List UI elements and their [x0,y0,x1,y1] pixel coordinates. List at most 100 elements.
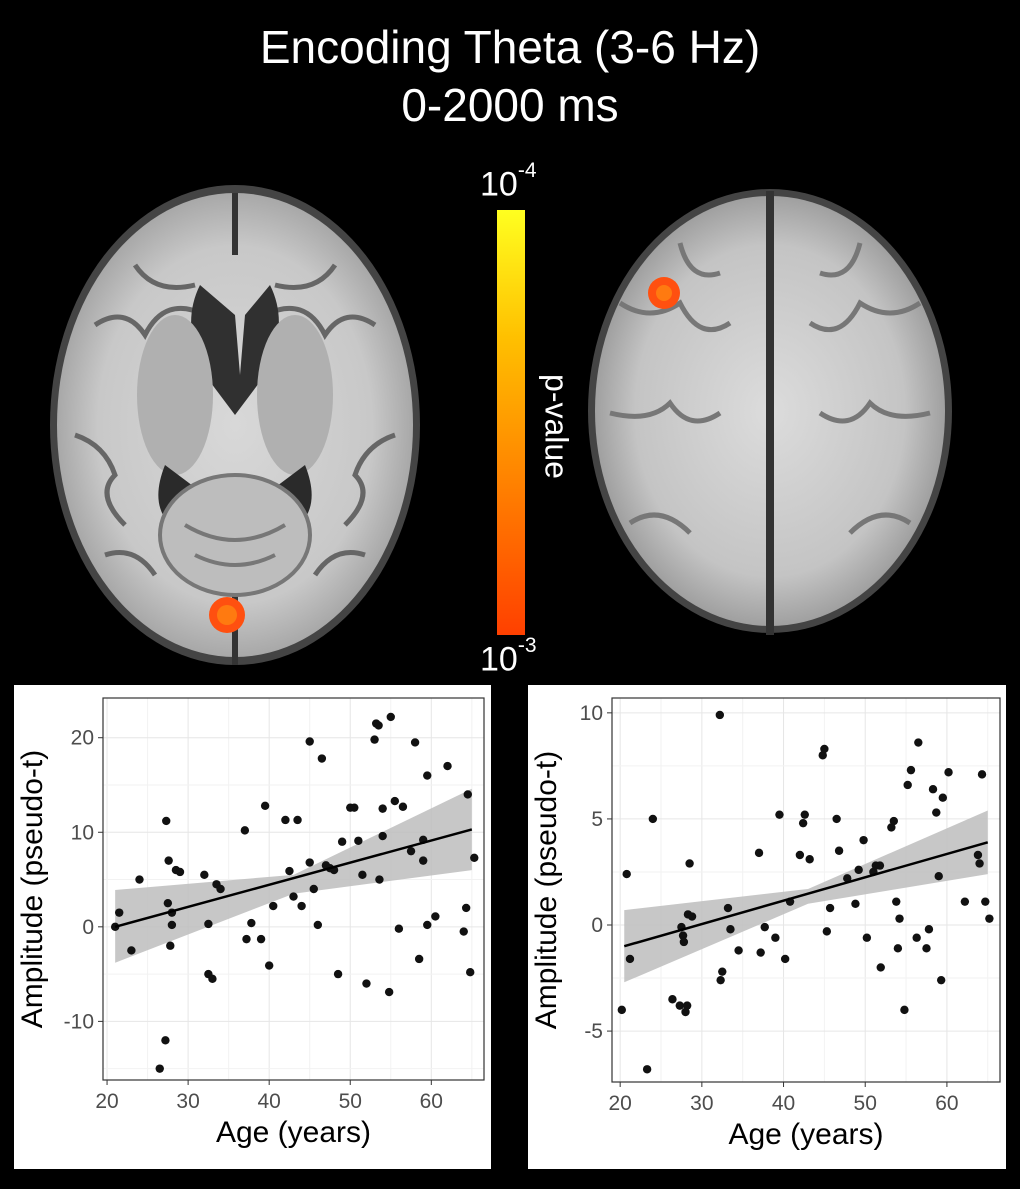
y-tick-label: 0 [82,916,94,939]
data-point [162,816,171,826]
data-point [293,815,302,825]
data-point [715,710,725,720]
data-point [167,920,177,930]
data-point [895,914,904,923]
data-point [281,815,290,825]
data-point [370,735,379,744]
data-point [800,810,809,819]
data-point [859,835,868,845]
data-point [912,933,921,942]
data-point [932,808,941,817]
data-point [115,908,124,917]
data-point [285,866,294,876]
y-tick-label: 20 [71,727,94,750]
data-point [681,1007,690,1017]
plot-frame [611,697,1001,1083]
y-axis-label: Amplitude (pseudo-t) [530,751,563,1029]
data-point [204,919,213,929]
data-point [854,865,863,875]
data-point [394,924,404,933]
data-point [678,931,688,940]
data-point [851,899,860,908]
scatter-panel-right: 20 30 40 50 60 -5 0 5 10 Age (years) Amplitude (ps… [528,685,1006,1169]
data-point [716,975,725,985]
regression-line [114,828,473,929]
data-point [922,944,931,953]
data-point [981,897,990,906]
data-point [163,898,173,908]
data-point [161,1036,170,1045]
data-point [242,934,251,944]
data-point [754,848,764,858]
data-point [155,1064,164,1073]
data-point [668,995,677,1004]
x-tick-label: 60 [420,1090,443,1113]
y-tick-label: -5 [584,1020,603,1043]
figure-title: Encoding Theta (3-6 Hz) [259,21,761,73]
data-point [892,897,901,906]
data-point [780,954,790,964]
data-point [378,804,387,813]
y-tick-label: 0 [591,914,603,937]
data-point [443,761,452,771]
data-point [406,846,416,856]
data-point [354,836,363,845]
x-tick-label: 20 [95,1090,118,1113]
data-point [685,859,694,868]
data-point [398,802,408,811]
x-axis-label: Age (years) [728,1118,883,1151]
data-point [805,855,814,864]
x-axis-label: Age (years) [216,1116,371,1149]
data-point [934,872,943,881]
data-point [928,785,938,794]
data-point [834,846,844,855]
scatter-panel-left: 20 30 40 50 60 -10 0 10 20 Age (years) Amplitude (… [14,685,491,1169]
figure-subtitle: 0-2000 ms [401,79,619,131]
data-point [386,712,395,722]
scatter-plot-left: 20 30 40 50 60 -10 0 10 20 Age (years) Amplitude (… [16,697,485,1149]
data-point [374,721,383,730]
data-point [936,975,946,985]
data-point [459,927,468,936]
data-point [309,884,318,894]
data-point [625,954,635,964]
colorbar-title: p-value [538,374,575,479]
data-point [889,816,899,826]
data-point [466,968,475,977]
colorbar-max-label: 10-4 [480,159,537,204]
data-point [795,850,805,860]
data-point [887,823,896,832]
data-point [862,933,872,942]
data-point [960,897,970,906]
data-point [900,1005,909,1015]
data-point [208,974,217,984]
colorbar-min-label: 10-3 [480,634,537,679]
data-point [876,963,885,972]
plot-frame [102,697,485,1081]
confidence-band [115,788,472,963]
data-point [726,925,735,934]
y-tick-label: -10 [64,1010,94,1033]
data-point [200,870,209,880]
data-point [127,946,136,955]
data-point [216,884,225,894]
data-point [975,859,984,868]
data-point [642,1065,652,1074]
data-point [775,810,784,819]
data-point [977,770,987,779]
data-point [822,927,832,936]
data-point [617,1005,627,1015]
confidence-band [624,810,988,983]
data-point [384,987,394,997]
data-point [825,903,835,913]
data-point [175,867,185,877]
data-point [240,826,250,835]
data-point [337,837,347,846]
data-point [648,814,658,824]
data-point [985,914,994,923]
data-point [135,875,144,884]
data-point [419,856,428,865]
data-point [247,918,256,928]
data-point [924,925,934,934]
x-tick-label: 30 [176,1090,199,1113]
